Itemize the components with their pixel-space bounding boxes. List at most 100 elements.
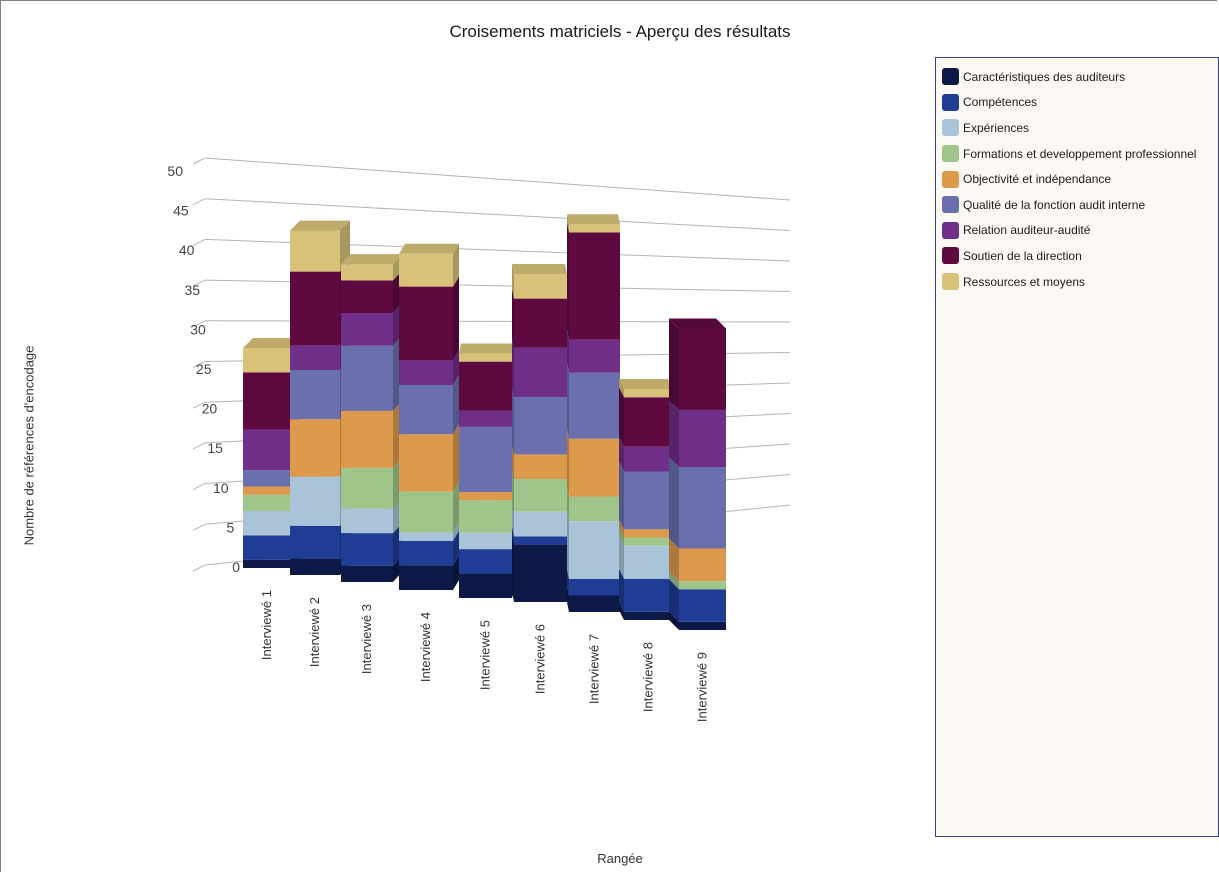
bar-segment [679, 589, 726, 622]
bar-segment-side [453, 375, 459, 435]
legend: Caractéristiques des auditeurs Compétence… [935, 57, 1219, 837]
x-tick-label: Interviewé 1 [259, 590, 274, 660]
bar-segment [399, 385, 453, 435]
bar-segment [624, 611, 673, 620]
bar-segment [459, 549, 512, 574]
x-tick-label: Interviewé 8 [641, 642, 656, 712]
bar-segment [243, 510, 291, 536]
bar-segment [459, 573, 512, 598]
bar-segment [459, 532, 512, 550]
bar-segment [569, 438, 620, 497]
bar-segment [290, 476, 340, 526]
bar-segment [341, 345, 393, 411]
bar-segment-side [669, 318, 679, 410]
bar-top-face [290, 220, 350, 231]
bar-segment-side [453, 555, 459, 590]
legend-swatch [942, 68, 959, 86]
bar-segment [459, 500, 512, 533]
legend-swatch [942, 273, 959, 291]
bar-segment [341, 533, 393, 566]
bar-segment [679, 328, 726, 410]
bar-segment-side [567, 585, 569, 612]
bar-segment [514, 454, 567, 479]
bar-segment [624, 537, 673, 546]
bar-segment-side [619, 436, 624, 472]
grid-line-tick [192, 238, 206, 246]
grid-line-tick [192, 361, 206, 368]
grid-line [204, 198, 791, 231]
legend-item: Relation auditeur-audité [942, 218, 1218, 244]
bar-segment [290, 558, 340, 575]
grid-line-tick [192, 564, 206, 572]
legend-label: Compétences [963, 95, 1038, 110]
bar-segment-side [669, 611, 679, 630]
bar-segment [459, 492, 512, 501]
legend-item: Compétences [942, 90, 1218, 116]
bar-segment [341, 410, 393, 468]
bar-segment-side [669, 571, 679, 590]
bar-segment-side [669, 399, 679, 467]
bar-segment-side [619, 519, 624, 538]
bar-segment [290, 525, 340, 559]
bar-segment-side [619, 379, 624, 398]
bar-stack [669, 318, 726, 630]
bar-segment-side [512, 337, 514, 397]
bar-segment [569, 232, 620, 340]
bar-segment [514, 536, 567, 545]
legend-label: Qualité de la fonction audit interne [963, 197, 1146, 212]
y-tick-label: 10 [213, 480, 229, 496]
bar-segment [624, 389, 673, 398]
bar-segment [624, 578, 673, 612]
bar-top-face [459, 343, 514, 354]
grid-line-tick [192, 483, 206, 491]
chart-title: Croisements matriciels - Aperçu des résu… [449, 22, 791, 41]
bar-segment [243, 429, 291, 471]
bar-segment [624, 446, 673, 472]
y-tick-label: 30 [190, 321, 206, 337]
y-tick-label: 35 [185, 282, 201, 298]
bar-stack [619, 379, 673, 620]
bar-segment [624, 529, 673, 538]
legend-swatch [942, 196, 959, 214]
bar-segment-side [567, 486, 569, 522]
bar-segment [290, 230, 340, 272]
bar-segment [569, 339, 620, 373]
bar-segment [243, 535, 291, 560]
bar-segment-side [512, 469, 514, 512]
bar-top-face [567, 214, 620, 225]
bar-segment [341, 508, 393, 534]
bar-segment-side [512, 501, 514, 537]
bar-segment [459, 361, 512, 411]
bar-segment-side [567, 428, 569, 497]
x-tick-label: Interviewé 6 [533, 624, 548, 694]
grid-line-tick [192, 157, 206, 165]
bar-segment [514, 511, 567, 537]
legend-swatch [942, 221, 959, 239]
legend-label: Relation auditeur-audité [963, 223, 1091, 238]
y-tick-label: 0 [232, 559, 240, 575]
bar-segment-side [669, 457, 679, 549]
bar-stack [341, 254, 402, 582]
y-tick-label: 25 [196, 361, 212, 377]
bar-stack [512, 264, 567, 602]
bar-segment-side [619, 601, 624, 620]
x-tick-label: Interviewé 9 [695, 652, 710, 722]
bar-segment-side [567, 214, 569, 233]
bar-segment-side [453, 522, 459, 541]
bar-stack [567, 214, 620, 612]
legend-swatch [942, 145, 959, 163]
bar-segment-side [567, 222, 569, 340]
legend-item: Formations et developpement professionne… [942, 141, 1218, 167]
bar-top-face [399, 243, 459, 254]
grid-line-tick [192, 198, 206, 206]
legend-swatch [942, 119, 959, 137]
bar-segment [514, 544, 567, 602]
bar-segment [459, 410, 512, 427]
y-tick-label: 15 [207, 440, 223, 456]
bar-top-face [669, 318, 726, 329]
grid-line [204, 157, 791, 201]
x-tick-label: Interviewé 4 [418, 612, 433, 682]
grid-line-tick [192, 279, 206, 287]
